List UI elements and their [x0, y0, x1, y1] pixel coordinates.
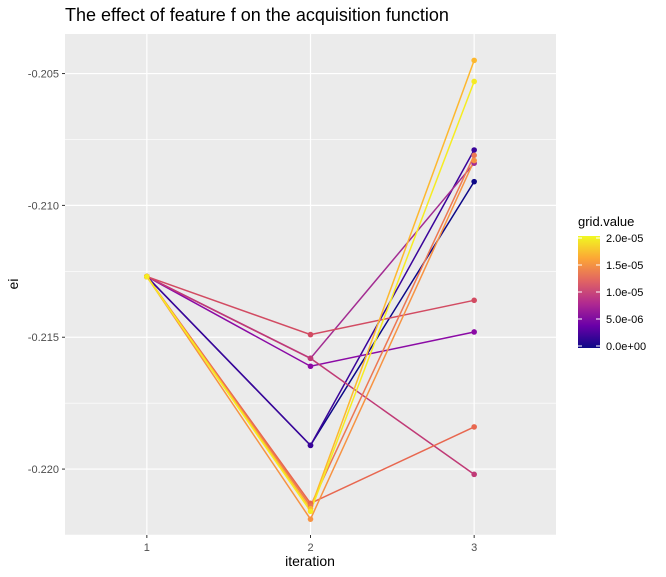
data-point [307, 516, 314, 522]
x-tick-label: 1 [144, 542, 150, 554]
data-point [307, 442, 314, 449]
y-axis: -0.205 -0.210 -0.215 -0.220 [28, 69, 65, 476]
data-point [471, 57, 477, 64]
legend-tick-label: 1.0e-05 [606, 287, 643, 299]
data-point [471, 471, 477, 478]
chart-title: The effect of feature f on the acquisiti… [65, 5, 449, 25]
colorbar [578, 236, 600, 348]
legend-tick-label: 1.5e-05 [606, 260, 643, 272]
data-point [307, 363, 314, 370]
legend-tick-label: 0.0e+00 [606, 341, 646, 353]
data-point [471, 78, 477, 85]
data-point [307, 331, 314, 338]
y-tick-label: -0.210 [28, 200, 59, 212]
data-point [471, 297, 477, 304]
series-layer [144, 57, 477, 522]
legend-tick-label: 5.0e-06 [606, 314, 643, 326]
legend-ticks: 0.0e+00 5.0e-06 1.0e-05 1.5e-05 2.0e-05 [578, 233, 646, 353]
x-tick-label: 2 [307, 542, 313, 554]
data-point [471, 178, 477, 185]
data-point [471, 424, 477, 430]
data-point [307, 508, 314, 515]
gridlines [65, 34, 556, 536]
legend: grid.value 0.0e+00 5.0e-06 1.0e-05 1.5e-05 2… [578, 214, 646, 353]
data-point [471, 329, 477, 335]
y-tick-label: -0.215 [28, 332, 59, 344]
data-point [144, 273, 150, 280]
y-axis-label: ei [5, 279, 21, 290]
data-point [307, 355, 314, 362]
y-tick-label: -0.205 [28, 69, 59, 81]
data-point [471, 147, 477, 153]
x-axis: 1 2 3 [144, 535, 477, 554]
legend-title: grid.value [578, 214, 634, 229]
legend-tick-label: 2.0e-05 [606, 233, 643, 245]
x-tick-label: 3 [471, 542, 477, 554]
data-point [471, 157, 477, 164]
data-point [471, 152, 477, 159]
y-tick-label: -0.220 [28, 464, 59, 476]
x-axis-label: iteration [285, 553, 335, 569]
